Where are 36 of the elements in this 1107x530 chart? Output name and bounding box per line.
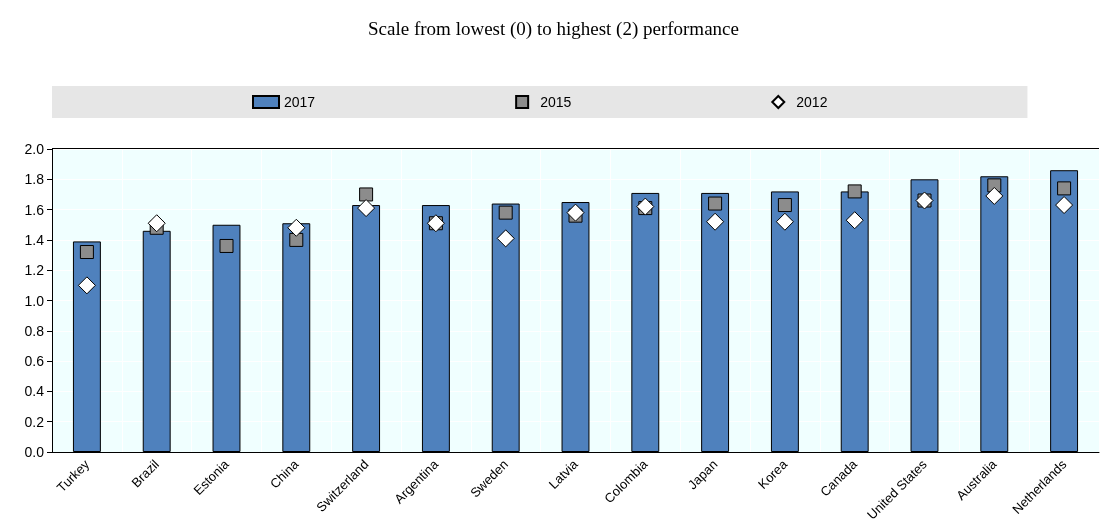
legend-label: 2012 <box>796 94 828 110</box>
y-tick-label: 0.0 <box>24 444 45 460</box>
y-tick-label: 0.4 <box>24 383 45 400</box>
y-tick-label: 0.8 <box>24 322 45 339</box>
point <box>845 211 864 230</box>
point <box>77 276 96 295</box>
y-tick-label: 2.0 <box>24 141 45 157</box>
point <box>496 229 515 248</box>
point <box>357 199 376 218</box>
point <box>777 198 792 213</box>
chart-title: Scale from lowest (0) to highest (2) performance <box>368 18 739 40</box>
y-tick-label: 1.6 <box>24 201 45 218</box>
point <box>1057 181 1072 196</box>
point <box>147 214 166 233</box>
y-tick-label: 0.2 <box>24 413 45 430</box>
point <box>706 212 725 231</box>
y-tick-label: 1.2 <box>24 262 45 279</box>
y-tick-label: 1.0 <box>24 292 45 309</box>
point <box>359 187 374 202</box>
point <box>985 186 1004 205</box>
y-tick-label: 1.4 <box>24 231 45 248</box>
point <box>847 184 862 199</box>
point <box>287 218 306 237</box>
point <box>636 197 655 216</box>
point <box>566 203 585 222</box>
point <box>775 212 794 231</box>
y-tick-label: 0.6 <box>24 353 45 370</box>
legend-label: 2015 <box>540 94 572 110</box>
point <box>1055 196 1074 215</box>
legend-label: 2017 <box>284 94 316 110</box>
point <box>219 238 234 253</box>
point <box>498 205 513 220</box>
y-tick-label: 1.8 <box>24 171 45 188</box>
point <box>708 196 723 211</box>
point <box>289 232 304 247</box>
point <box>79 245 94 260</box>
